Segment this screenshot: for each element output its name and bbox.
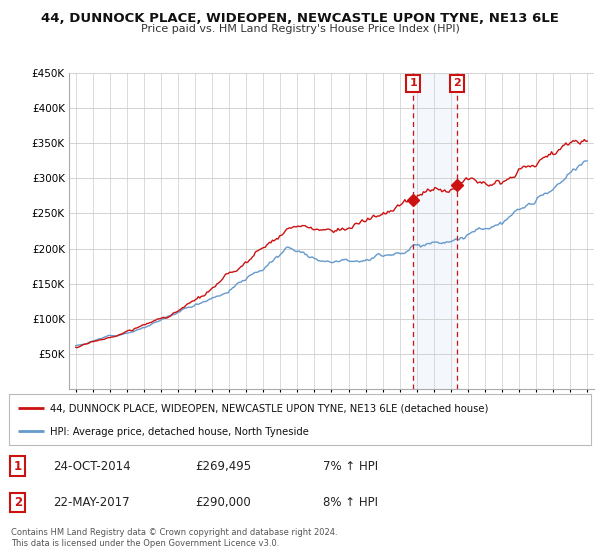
Text: £290,000: £290,000 (195, 496, 251, 509)
Bar (413, 73, 457, 389)
Text: 44, DUNNOCK PLACE, WIDEOPEN, NEWCASTLE UPON TYNE, NE13 6LE: 44, DUNNOCK PLACE, WIDEOPEN, NEWCASTLE U… (41, 12, 559, 25)
Text: Price paid vs. HM Land Registry's House Price Index (HPI): Price paid vs. HM Land Registry's House … (140, 24, 460, 34)
Text: 2: 2 (453, 78, 461, 88)
Text: 44, DUNNOCK PLACE, WIDEOPEN, NEWCASTLE UPON TYNE, NE13 6LE (detached house): 44, DUNNOCK PLACE, WIDEOPEN, NEWCASTLE U… (50, 404, 488, 414)
Text: 8% ↑ HPI: 8% ↑ HPI (323, 496, 378, 509)
Text: 2: 2 (14, 496, 22, 509)
Text: 7% ↑ HPI: 7% ↑ HPI (323, 460, 379, 473)
Text: 24-OCT-2014: 24-OCT-2014 (53, 460, 130, 473)
Text: Contains HM Land Registry data © Crown copyright and database right 2024.
This d: Contains HM Land Registry data © Crown c… (11, 528, 337, 548)
Text: 1: 1 (409, 78, 417, 88)
Text: 22-MAY-2017: 22-MAY-2017 (53, 496, 129, 509)
Text: HPI: Average price, detached house, North Tyneside: HPI: Average price, detached house, Nort… (50, 427, 308, 437)
Text: £269,495: £269,495 (195, 460, 251, 473)
Text: 1: 1 (14, 460, 22, 473)
